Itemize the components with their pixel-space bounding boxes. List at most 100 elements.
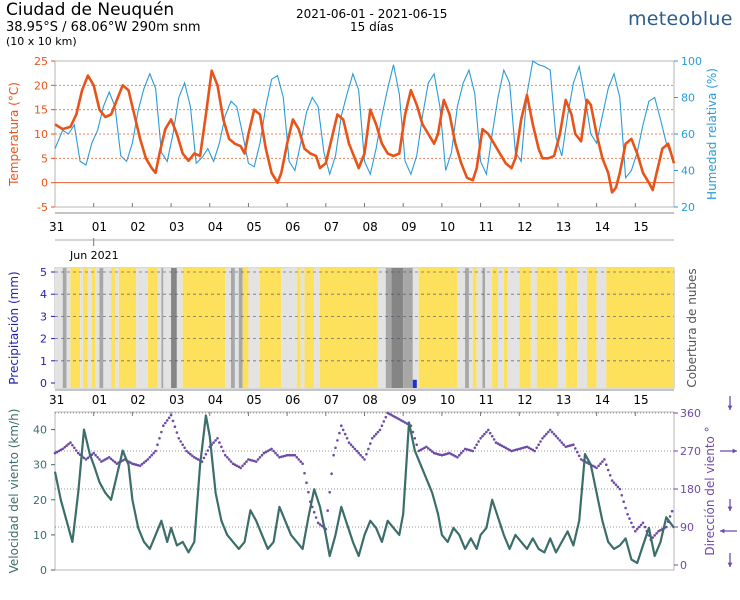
wind-direction-dot (668, 515, 672, 518)
wind-direction-dot (533, 449, 536, 453)
wind-direction-dot (258, 456, 262, 459)
wind-direction-dot (274, 451, 277, 455)
day-label: 12 (517, 220, 532, 234)
wind-direction-dot (670, 509, 674, 513)
cloud-cover-band (412, 268, 419, 388)
wind-direction-dot (413, 437, 417, 440)
wind-direction-dot (496, 442, 500, 445)
cloud-cover-band (385, 268, 392, 388)
wind-direction-dot (626, 513, 629, 516)
wind-direction-dot (361, 456, 364, 459)
wind-direction-dot (539, 440, 542, 443)
wind-direction-dot (543, 434, 546, 438)
wind-direction-dot (98, 458, 101, 461)
wind-direction-dot (454, 455, 457, 458)
wind-direction-dot (574, 447, 577, 450)
day-label: 09 (401, 393, 416, 407)
wind-direction-dot (165, 419, 169, 422)
wind-direction-dot (204, 452, 208, 456)
day-label: 10 (440, 393, 455, 407)
wind-direction-dot (254, 460, 258, 463)
grid-resolution: (10 x 10 km) (6, 35, 77, 48)
wind-direction-dot (272, 449, 275, 453)
wind-direction-dot (355, 449, 359, 453)
wind-direction-dot (659, 528, 662, 532)
wind-tick-label: 20 (33, 494, 47, 507)
wind-direction-dot (386, 411, 390, 415)
direction-tick-label: 90 (680, 521, 694, 534)
day-label: 14 (595, 220, 610, 234)
wind-direction-dot (452, 453, 455, 457)
wind-direction-dot (504, 446, 508, 450)
wind-direction-dot (65, 444, 68, 448)
wind-direction-dot (76, 451, 80, 455)
wind-direction-dot (398, 418, 401, 421)
wind-direction-dot (241, 464, 244, 468)
wind-direction-dot (69, 441, 72, 444)
cloud-cover-band (403, 268, 413, 388)
wind-direction-dot (641, 521, 645, 525)
cloud-cover-band (238, 268, 243, 388)
humidity-tick-label: 100 (681, 55, 702, 68)
wind-direction-dot (527, 446, 531, 450)
wind-direction-dot (634, 529, 637, 533)
wind-direction-dot (181, 443, 184, 447)
cloud-cover-band (577, 268, 587, 388)
wind-direction-dot (516, 448, 519, 451)
wind-direction-dot (289, 453, 293, 457)
wind-direction-dot (237, 465, 241, 469)
day-label: 31 (49, 220, 64, 234)
cloud-cover-band (503, 268, 508, 388)
wind-direction-dot (614, 483, 618, 487)
wind-direction-dot (299, 460, 303, 463)
wind-direction-dot (330, 472, 333, 476)
wind-direction-dot (179, 440, 182, 443)
temp-tick-label: 25 (34, 55, 48, 68)
temp-axis-label: Temperatura (°C) (7, 82, 21, 187)
cloud-cover-band (472, 268, 477, 388)
precip-tick-label: 4 (40, 288, 47, 301)
wind-direction-dot (270, 447, 273, 451)
wind-direction-dot (630, 521, 633, 525)
wind-direction-dot (94, 453, 97, 457)
day-label: 04 (208, 220, 223, 234)
wind-tick-label: 40 (33, 424, 47, 437)
wind-direction-dot (637, 525, 641, 529)
wind-direction-dot (115, 462, 119, 466)
wind-direction-dot (632, 525, 635, 529)
cloud-cover-band (530, 268, 537, 388)
wind-direction-dot (196, 458, 200, 461)
wind-direction-dot (107, 456, 111, 459)
wind-direction-dot (458, 453, 461, 457)
wind-direction-dot (432, 451, 436, 455)
wind-direction-dot (477, 440, 480, 443)
wind-direction-dot (276, 453, 279, 457)
cloud-cover-band (485, 268, 493, 388)
cloud-cover-band (300, 268, 305, 388)
wind-direction-dot (280, 455, 283, 459)
wind-direction-dot (547, 430, 550, 434)
day-label: 08 (363, 393, 378, 407)
wind-direction-dot (353, 447, 357, 451)
cloud-cover-band (378, 268, 386, 388)
wind-direction-dot (620, 494, 624, 497)
wind-direction-dot (193, 456, 196, 459)
wind-direction-dot (639, 523, 643, 527)
cloud-cover-band (260, 268, 282, 388)
wind-direction-dot (365, 452, 368, 456)
wind-direction-dot (531, 448, 535, 452)
wind-direction-dot (57, 449, 61, 453)
wind-direction-dot (86, 456, 90, 460)
wind-direction-dot (576, 450, 579, 454)
direction-tick-label: 360 (680, 407, 701, 420)
temp-tick-label: 10 (34, 128, 48, 141)
wind-direction-dot (429, 448, 432, 452)
wind-direction-dot (162, 424, 165, 428)
day-label: 10 (440, 220, 455, 234)
day-label: 05 (246, 393, 261, 407)
wind-axis-label: Velocidad del viento (km/h) (7, 409, 21, 574)
precip-tick-label: 0 (40, 377, 47, 390)
wind-direction-dot (243, 462, 246, 466)
north-arrow-icon-head (727, 405, 733, 410)
